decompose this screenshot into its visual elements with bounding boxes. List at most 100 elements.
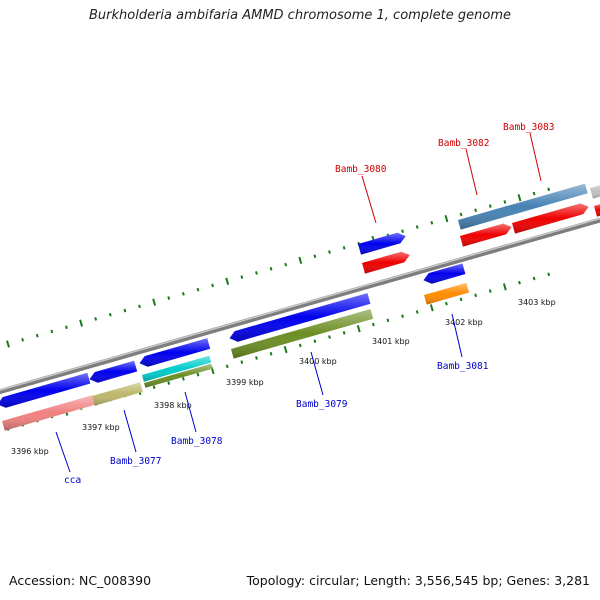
- cds-feature[interactable]: [229, 293, 371, 342]
- inner-minor-tick: [532, 276, 536, 281]
- outer-minor-tick: [255, 271, 258, 275]
- inner-minor-tick: [196, 372, 200, 377]
- scale-labels: 3396 kbp 3397 kbp 3398 kbp 3399 kbp 3400…: [11, 298, 556, 456]
- genome-summary-text: Topology: circular; Length: 3,556,545 bp…: [246, 573, 590, 588]
- outer-minor-tick: [342, 246, 346, 250]
- label-leaders: [55, 132, 542, 473]
- outer-major-tick: [298, 256, 303, 265]
- inner-major-tick: [283, 345, 288, 354]
- cds-feature[interactable]: [144, 363, 213, 388]
- inner-minor-tick: [181, 377, 185, 381]
- outer-minor-tick: [532, 191, 536, 196]
- accession-text: Accession: NC_008390: [9, 573, 152, 588]
- gene-label-bamb-3081[interactable]: Bamb_3081: [437, 361, 489, 372]
- features: [0, 183, 600, 431]
- outer-minor-tick: [138, 304, 141, 309]
- gene-label-bamb-3082[interactable]: Bamb_3082: [438, 138, 489, 149]
- inner-minor-tick: [313, 339, 317, 344]
- outer-minor-tick: [269, 266, 273, 271]
- outer-minor-tick: [430, 220, 434, 225]
- cds-feature[interactable]: [139, 338, 211, 367]
- gene-label-bamb-3077[interactable]: Bamb_3077: [110, 456, 161, 467]
- inner-minor-tick: [371, 322, 375, 327]
- gene-label-cca[interactable]: cca: [64, 475, 81, 486]
- cds-feature[interactable]: [590, 184, 600, 199]
- tick-label-3402: 3402 kbp: [445, 318, 483, 327]
- outer-minor-tick: [50, 329, 54, 334]
- inner-minor-tick: [240, 360, 244, 364]
- inner-minor-tick: [445, 301, 448, 306]
- cds-feature[interactable]: [512, 203, 589, 234]
- tick-label-3403: 3403 kbp: [518, 298, 556, 307]
- outer-minor-tick: [328, 250, 331, 254]
- inner-minor-tick: [298, 343, 302, 348]
- leader-bamb-3081: [451, 313, 463, 358]
- outer-minor-tick: [313, 254, 317, 259]
- inner-minor-tick: [401, 314, 404, 318]
- outer-scale-ring: [6, 187, 551, 348]
- gene-label-bamb-3078[interactable]: Bamb_3078: [171, 436, 223, 447]
- outer-minor-tick: [21, 338, 25, 342]
- tick-label-3396: 3396 kbp: [11, 447, 49, 456]
- inner-scale-ring: [6, 272, 551, 431]
- outer-minor-tick: [474, 208, 478, 213]
- outer-minor-tick: [240, 275, 244, 279]
- tick-label-3401: 3401 kbp: [372, 337, 410, 346]
- outer-minor-tick: [459, 212, 463, 217]
- leader-bamb-3079: [310, 351, 324, 396]
- cds-feature[interactable]: [460, 223, 512, 247]
- cds-feature[interactable]: [362, 251, 410, 274]
- outer-minor-tick: [65, 325, 68, 330]
- cds-feature[interactable]: [89, 360, 138, 383]
- inner-minor-tick: [152, 385, 156, 390]
- tick-label-3397: 3397 kbp: [82, 423, 120, 432]
- tick-label-3398: 3398 kbp: [154, 401, 192, 410]
- outer-minor-tick: [415, 225, 419, 229]
- cds-feature[interactable]: [142, 355, 212, 382]
- gene-label-bamb-3080[interactable]: Bamb_3080: [335, 164, 387, 175]
- outer-major-tick: [225, 277, 230, 285]
- outer-minor-tick: [167, 296, 171, 300]
- inner-minor-tick: [255, 356, 258, 360]
- cds-feature[interactable]: [423, 263, 466, 284]
- inner-major-tick: [356, 325, 361, 333]
- leader-bamb-3077: [123, 409, 137, 453]
- outer-major-tick: [79, 319, 83, 327]
- outer-major-tick: [444, 214, 449, 223]
- cds-feature[interactable]: [594, 203, 600, 217]
- outer-major-tick: [517, 194, 522, 202]
- inner-minor-tick: [225, 364, 229, 369]
- cds-feature[interactable]: [2, 395, 96, 431]
- cds-feature[interactable]: [458, 183, 588, 230]
- inner-minor-tick: [269, 351, 273, 356]
- tick-label-3400: 3400 kbp: [299, 357, 337, 366]
- leader-bamb-3080: [361, 175, 377, 224]
- outer-minor-tick: [284, 262, 288, 267]
- outer-major-tick: [6, 340, 10, 348]
- inner-minor-tick: [342, 331, 346, 335]
- outer-minor-tick: [503, 200, 507, 204]
- outer-minor-tick: [123, 308, 127, 313]
- cds-feature[interactable]: [231, 309, 374, 359]
- outer-minor-tick: [196, 287, 200, 292]
- inner-major-tick: [429, 304, 434, 312]
- leader-bamb-3083: [529, 132, 542, 182]
- inner-minor-tick: [488, 289, 492, 293]
- cds-feature[interactable]: [358, 232, 406, 255]
- cds-feature[interactable]: [424, 282, 470, 305]
- cds-feature[interactable]: [0, 372, 91, 408]
- outer-minor-tick: [211, 283, 214, 288]
- backbone: [0, 217, 600, 395]
- inner-major-tick: [502, 283, 507, 291]
- outer-minor-tick: [488, 204, 492, 208]
- inner-minor-tick: [328, 335, 331, 339]
- leader-cca: [55, 431, 71, 473]
- gene-label-bamb-3083[interactable]: Bamb_3083: [503, 122, 554, 133]
- inner-minor-tick: [474, 293, 478, 298]
- outer-major-tick: [152, 298, 157, 306]
- gene-label-bamb-3079[interactable]: Bamb_3079: [296, 399, 348, 410]
- tick-label-3399: 3399 kbp: [226, 378, 264, 387]
- inner-minor-tick: [386, 318, 390, 323]
- cds-feature[interactable]: [92, 382, 143, 406]
